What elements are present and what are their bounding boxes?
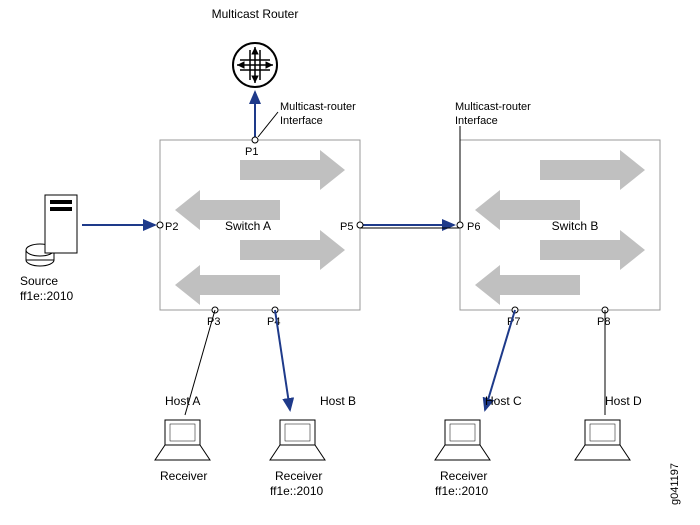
network-diagram: Switch A Switch B Multicast Router P1 Mu… bbox=[0, 0, 700, 525]
host-c-name: Host C bbox=[485, 394, 522, 408]
interface-label-a2: Interface bbox=[280, 115, 323, 127]
port-p8: P8 bbox=[597, 316, 610, 328]
port-p6: P6 bbox=[467, 221, 480, 233]
interface-label-a1: Multicast-router bbox=[280, 101, 356, 113]
switch-a-label: Switch A bbox=[225, 219, 271, 233]
host-b-name: Host B bbox=[320, 394, 356, 408]
image-id: g041197 bbox=[669, 463, 681, 505]
port-p2: P2 bbox=[165, 221, 178, 233]
router-title: Multicast Router bbox=[212, 7, 299, 21]
link-p4-hostb bbox=[275, 310, 290, 410]
host-c-addr: ff1e::2010 bbox=[435, 484, 488, 498]
port-p5: P5 bbox=[340, 221, 353, 233]
host-d-name: Host D bbox=[605, 394, 642, 408]
host-a-icon bbox=[155, 420, 210, 460]
host-c-icon bbox=[435, 420, 490, 460]
host-c-role: Receiver bbox=[440, 469, 487, 483]
host-a-name: Host A bbox=[165, 394, 200, 408]
host-a-role: Receiver bbox=[160, 469, 207, 483]
switch-b-label: Switch B bbox=[552, 219, 599, 233]
port-p4: P4 bbox=[267, 316, 280, 328]
port-p1: P1 bbox=[245, 146, 258, 158]
source-label: Source bbox=[20, 274, 58, 288]
host-b-role: Receiver bbox=[275, 469, 322, 483]
interface-label-b1: Multicast-router bbox=[455, 101, 531, 113]
source-icon bbox=[26, 195, 77, 266]
host-b-addr: ff1e::2010 bbox=[270, 484, 323, 498]
host-b-icon bbox=[270, 420, 325, 460]
interface-label-b2: Interface bbox=[455, 115, 498, 127]
host-d-icon bbox=[575, 420, 630, 460]
source-addr: ff1e::2010 bbox=[20, 289, 73, 303]
port-p3: P3 bbox=[207, 316, 220, 328]
port-p7: P7 bbox=[507, 316, 520, 328]
